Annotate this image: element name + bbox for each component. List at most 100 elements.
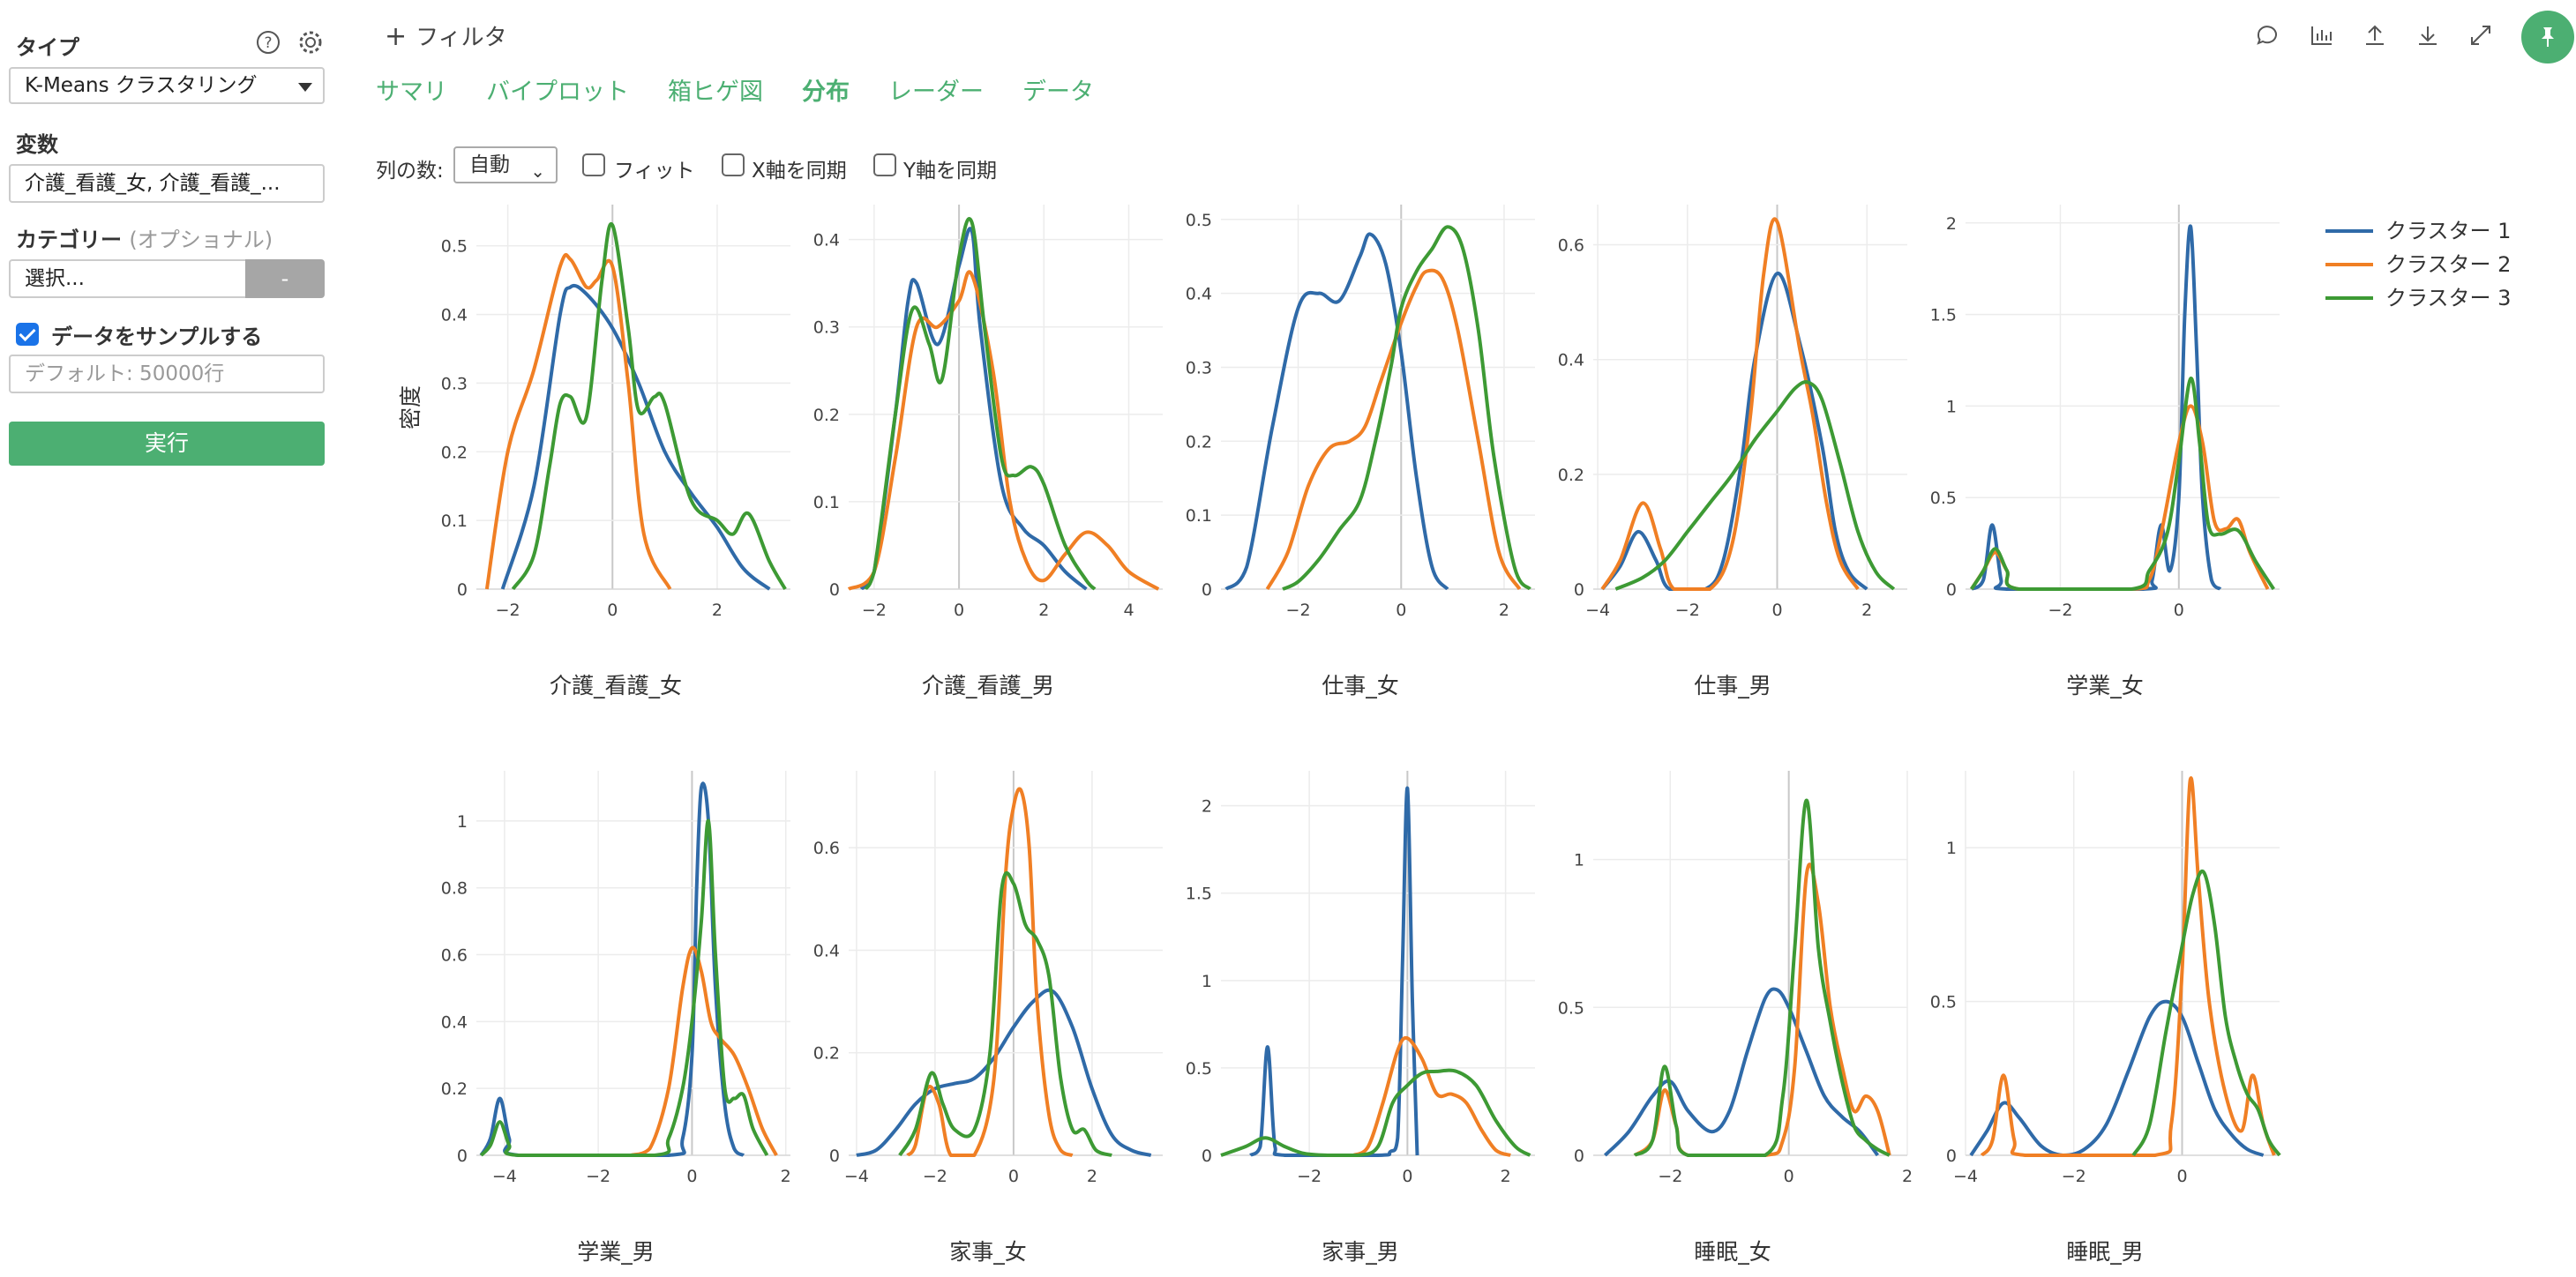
run-button[interactable]: 実行	[9, 422, 325, 466]
x-tick-label: 2	[1087, 1167, 1097, 1186]
x-tick-label: −2	[1675, 601, 1700, 620]
legend-label: クラスター 1	[2385, 219, 2511, 243]
columns-select[interactable]: 自動 ⌄	[453, 146, 558, 183]
help-icon[interactable]: ?	[254, 28, 282, 56]
y-tick-label: 1.5	[1930, 306, 1957, 325]
y-tick-label: 1	[457, 812, 468, 832]
y-tick-label: 0.2	[441, 1079, 468, 1099]
y-tick-label: 0.5	[1558, 998, 1584, 1018]
y-tick-label: 0	[457, 580, 468, 600]
comment-icon[interactable]	[2251, 19, 2283, 51]
x-tick-label: −4	[1585, 601, 1610, 620]
panel-title: 学業_女	[2066, 673, 2144, 698]
x-tick-label: 4	[1123, 601, 1134, 620]
sync-x-checkbox[interactable]	[722, 153, 745, 176]
y-tick-label: 0.2	[1558, 466, 1584, 485]
legend-item[interactable]: クラスター 1	[2325, 219, 2511, 243]
series-line-クラスター 2	[1352, 1035, 1511, 1157]
sample-checkbox[interactable]	[16, 323, 39, 346]
legend-label: クラスター 3	[2385, 286, 2511, 310]
expand-icon[interactable]	[2465, 19, 2497, 51]
y-tick-label: 1.5	[1186, 885, 1212, 904]
fit-checkbox[interactable]	[582, 153, 605, 176]
sync-y-checkbox[interactable]	[873, 153, 896, 176]
category-select[interactable]: 選択...	[9, 259, 245, 298]
panel-title: 睡眠_男	[2066, 1239, 2144, 1265]
tab-biplot[interactable]: バイプロット	[486, 78, 629, 106]
y-tick-label: 0.1	[441, 512, 468, 531]
tab-distribution[interactable]: 分布	[802, 78, 850, 106]
category-label-text: カテゴリー	[16, 228, 122, 252]
series-line-クラスター 3	[479, 818, 769, 1158]
panel-title: 家事_女	[949, 1239, 1027, 1265]
tab-radar[interactable]: レーダー	[888, 78, 984, 106]
x-tick-label: 0	[607, 601, 618, 620]
y-tick-label: 2	[1202, 797, 1212, 817]
tab-summary[interactable]: サマリ	[376, 78, 447, 106]
tab-data[interactable]: データ	[1022, 78, 1094, 106]
series-line-クラスター 1	[856, 988, 1152, 1157]
sample-size-input[interactable]: デフォルト: 50000行	[9, 355, 325, 393]
panel-睡眠_男: −4 −2 0 0 0.5 1 睡眠_男	[1930, 771, 2281, 1265]
y-tick-label: 0.3	[813, 318, 840, 338]
svg-text:?: ?	[264, 34, 272, 52]
panel-介護_看護_男: −2 0 2 4 0 0.1 0.2 0.3 0.4 介護_看護_男	[813, 205, 1163, 698]
pin-button[interactable]	[2521, 11, 2574, 63]
sync-y-label: Y軸を同期	[903, 160, 998, 183]
panel-title: 仕事_女	[1322, 673, 1399, 698]
x-tick-label: 0	[2176, 1167, 2187, 1186]
panel-仕事_男: −4 −2 0 2 0 0.2 0.4 0.6 仕事_男	[1558, 205, 1907, 698]
tab-boxplot[interactable]: 箱ヒゲ図	[668, 78, 763, 106]
series-line-クラスター 1	[1970, 224, 2222, 592]
legend-item[interactable]: クラスター 3	[2325, 286, 2511, 310]
y-tick-label: 0.5	[1930, 993, 1957, 1012]
panel-家事_女: −4 −2 0 2 0 0.2 0.4 0.6 家事_女	[813, 771, 1163, 1265]
y-tick-label: 0.2	[441, 443, 468, 462]
sample-label: データをサンプルする	[51, 325, 263, 349]
series-line-クラスター 3	[1282, 225, 1531, 591]
series-line-クラスター 1	[1600, 272, 1868, 591]
y-tick-label: 0.5	[1186, 211, 1212, 230]
series-line-クラスター 2	[1600, 217, 1860, 591]
series-line-クラスター 3	[1614, 380, 1896, 591]
y-tick-label: 0.4	[441, 306, 468, 325]
y-tick-label: 0	[1202, 580, 1212, 600]
category-clear-button[interactable]: -	[245, 259, 325, 298]
y-tick-label: 0	[829, 1146, 840, 1166]
chart-icon[interactable]	[2306, 19, 2338, 51]
series-line-クラスター 1	[479, 781, 745, 1158]
series-line-クラスター 2	[847, 270, 1160, 591]
x-tick-label: 2	[1861, 601, 1872, 620]
series-line-クラスター 3	[864, 217, 1097, 591]
y-tick-label: 1	[1946, 397, 1957, 416]
x-tick-label: −2	[496, 601, 520, 620]
x-tick-label: 2	[1038, 601, 1049, 620]
gear-icon[interactable]	[296, 28, 325, 56]
x-tick-label: −4	[1953, 1167, 1978, 1186]
series-line-クラスター 2	[1265, 268, 1522, 591]
variables-input[interactable]: 介護_看護_女, 介護_看護_...	[9, 164, 325, 203]
series-line-クラスター 2	[1980, 776, 2276, 1158]
y-tick-label: 0.4	[813, 941, 840, 960]
panel-title: 家事_男	[1322, 1239, 1399, 1265]
filter-button[interactable]: + フィルタ	[385, 19, 507, 52]
x-tick-label: −2	[862, 601, 887, 620]
tab-bar: サマリ バイプロット 箱ヒゲ図 分布 レーダー データ	[376, 72, 1133, 107]
series-line-クラスター 3	[2131, 869, 2281, 1157]
y-tick-label: 0.2	[813, 406, 840, 425]
legend-item[interactable]: クラスター 2	[2325, 252, 2511, 277]
y-tick-label: 0.4	[1186, 285, 1212, 304]
y-tick-label: 0	[1946, 580, 1957, 600]
type-select[interactable]: K-Means クラスタリング	[9, 67, 325, 104]
upload-icon[interactable]	[2359, 19, 2391, 51]
category-label: カテゴリー (オプショナル)	[16, 222, 273, 253]
download-icon[interactable]	[2412, 19, 2444, 51]
columns-select-value: 自動	[469, 153, 510, 176]
type-label: タイプ	[16, 35, 79, 60]
y-tick-label: 1	[1946, 839, 1957, 858]
sync-x-label: X軸を同期	[752, 160, 847, 183]
y-tick-label: 0	[1574, 1146, 1584, 1166]
x-tick-label: 2	[1902, 1167, 1913, 1186]
series-line-クラスター 3	[511, 221, 787, 591]
